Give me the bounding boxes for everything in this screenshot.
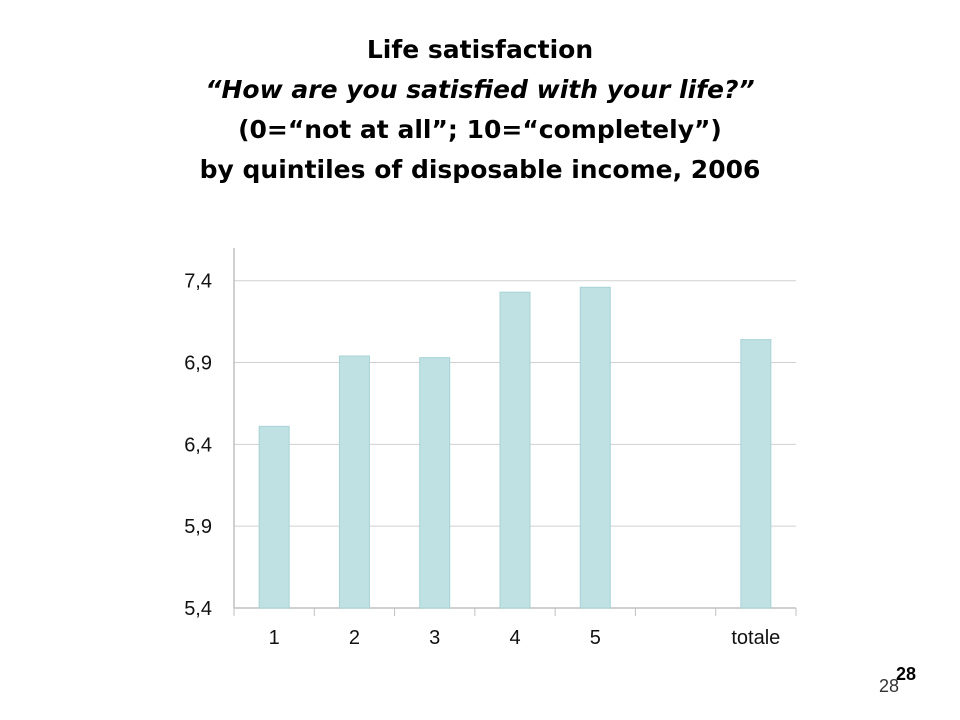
title-line-3: (0=“not at all”; 10=“completely”) [238,115,722,144]
x-tick-label: 4 [509,627,520,649]
title-line-1: Life satisfaction [366,35,594,64]
title-line-4: by quintiles of disposable income, 2006 [199,155,761,184]
y-tick-label: 6,9 [184,353,212,375]
x-tick-label: 5 [590,627,601,649]
bar [338,355,370,609]
bar [499,291,531,609]
chart-title: Life satisfaction “How are you satisfied… [0,30,960,190]
y-tick-label: 6,4 [184,434,212,456]
y-tick-label: 5,4 [184,598,212,620]
bar [579,286,611,609]
y-tick-label: 5,9 [184,516,212,538]
x-tick-label: 3 [429,627,440,649]
x-tick-label: totale [731,627,780,649]
page-number-footer: 28 [879,676,900,696]
x-tick-label: 2 [349,627,360,649]
bar [740,339,772,609]
y-tick-label: 7,4 [184,271,212,293]
bar [258,425,290,609]
page-number: 28 [896,664,917,684]
bar [419,357,451,609]
x-tick-label: 1 [269,627,280,649]
title-line-2: “How are you satisfied with your life?” [205,75,755,104]
